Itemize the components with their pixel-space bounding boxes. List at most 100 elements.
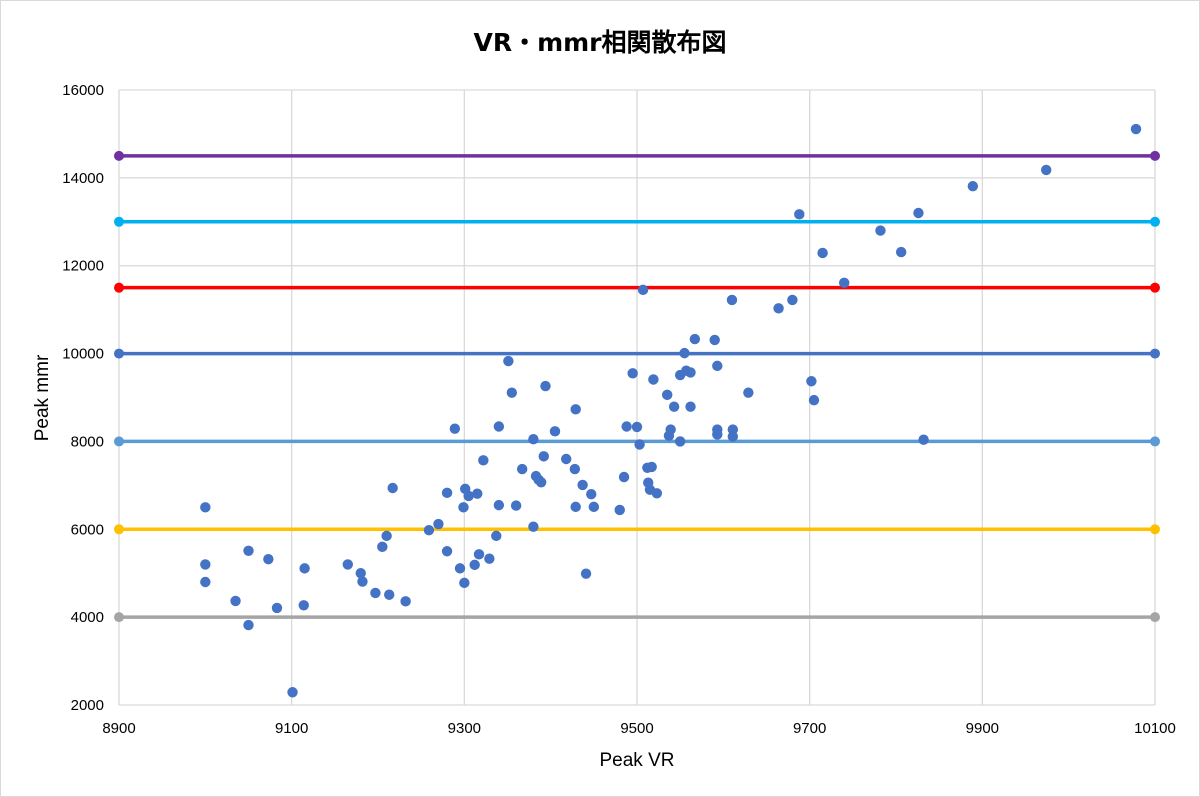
data-point [569,463,581,475]
data-point [263,553,274,565]
data-point [472,488,483,499]
data-point [646,461,657,473]
data-point [651,488,663,499]
data-point [484,553,495,564]
data-point [712,429,723,440]
x-tick-label: 9300 [448,720,481,737]
data-point [200,559,211,570]
data-points [200,123,1142,698]
data-point [586,488,597,500]
data-point [895,246,907,258]
data-point [454,563,466,574]
data-point [473,549,485,560]
data-point [570,501,581,513]
data-point [449,423,461,434]
data-point [689,333,701,345]
data-point [665,424,676,435]
reference-line-marker [1150,348,1160,359]
data-point [726,294,738,306]
x-tick-label: 10100 [1134,720,1176,737]
data-point [441,546,453,557]
y-axis-ticks: 2000 4000 6000 8000 10000 12000 14000 16000 [62,82,104,714]
data-point [662,389,673,401]
data-point [493,499,505,511]
data-point [634,439,645,450]
data-point [433,518,444,530]
x-tick-label: 9900 [966,720,999,737]
data-point [400,596,411,607]
data-point [469,559,480,571]
reference-lines [114,150,1160,623]
data-point [538,451,549,462]
reference-line-marker [114,282,124,293]
data-point [668,401,680,412]
data-point [627,368,638,379]
data-point [357,576,368,587]
data-point [298,600,309,611]
data-point [370,587,381,599]
data-point [570,404,581,415]
data-point [384,589,395,600]
y-tick-label: 14000 [62,170,104,187]
reference-line-marker [114,436,124,447]
data-point [712,360,723,372]
y-axis-title: Peak mmr [32,354,53,441]
y-tick-label: 10000 [62,346,104,363]
data-point [506,387,518,398]
data-point [913,207,924,219]
reference-line-marker [114,524,124,535]
data-point [621,421,632,432]
data-point [967,181,979,192]
reference-line-marker [1150,436,1160,447]
data-point [685,367,696,378]
data-point [614,504,625,516]
reference-line-marker [1150,150,1160,161]
data-point [243,545,254,557]
data-point [618,471,630,483]
data-point [377,541,388,553]
x-tick-label: 9700 [793,720,826,737]
data-point [243,619,254,631]
data-point [794,209,805,220]
x-tick-label: 9100 [275,720,308,737]
chart-title: VR・mmr相関散布図 [473,28,726,57]
data-point [387,482,398,494]
data-point [528,521,539,532]
data-point [685,401,696,412]
reference-line-marker [114,216,124,227]
data-point [287,687,298,698]
x-axis-ticks: 8900 9100 9300 9500 9700 9900 10100 [102,720,1176,737]
y-tick-label: 16000 [62,82,104,99]
data-point [773,303,784,314]
reference-line-marker [1150,282,1160,293]
data-point [839,277,850,289]
data-point [808,394,820,406]
data-point [299,563,310,574]
data-point [674,436,686,447]
data-point [743,387,754,398]
data-point [918,434,929,445]
data-point [648,374,659,385]
data-point [709,334,720,346]
data-point [459,577,470,589]
data-point [817,247,828,259]
data-point [580,568,592,579]
data-point [577,479,588,491]
data-point [637,284,649,296]
y-tick-label: 2000 [71,697,104,714]
data-point [441,487,453,499]
y-tick-label: 6000 [71,521,104,538]
data-point [1041,164,1052,176]
data-point [423,524,435,536]
y-tick-label: 8000 [71,433,104,450]
data-point [787,294,798,306]
data-point [491,530,502,542]
data-point [478,455,489,466]
reference-line-marker [114,150,124,161]
data-point [806,376,817,387]
reference-line-marker [114,348,124,359]
y-tick-label: 12000 [62,258,104,275]
data-point [510,500,522,511]
